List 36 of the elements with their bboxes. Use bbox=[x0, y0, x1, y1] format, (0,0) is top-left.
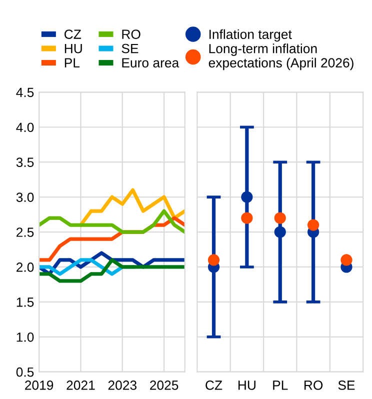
legend-label: Euro area bbox=[122, 58, 180, 68]
y-tick-label: 4.5 bbox=[16, 88, 34, 98]
point bbox=[241, 212, 253, 224]
legend-label: SE bbox=[122, 44, 138, 54]
y-tick-label: 0.5 bbox=[16, 367, 34, 377]
line-series bbox=[78, 188, 185, 227]
legend-label: HU bbox=[64, 44, 82, 54]
y-tick-label: 3.5 bbox=[16, 158, 34, 168]
x-tick-label: 2021 bbox=[66, 380, 95, 390]
point bbox=[274, 212, 286, 224]
x-tick-label: CZ bbox=[206, 380, 222, 390]
x-tick-label: SE bbox=[338, 380, 355, 390]
legend-label: Long-term inflation expectations (April 2026) bbox=[208, 44, 354, 70]
legend-label: PL bbox=[64, 58, 80, 68]
legend-label: CZ bbox=[64, 30, 82, 39]
x-tick-label: 2023 bbox=[108, 380, 136, 390]
line-series bbox=[39, 209, 185, 234]
x-tick-label: 2019 bbox=[25, 380, 54, 390]
x-tick-label: HU bbox=[238, 380, 256, 390]
x-tick-label: PL bbox=[273, 380, 288, 390]
line-series bbox=[39, 258, 185, 283]
point bbox=[340, 254, 352, 266]
y-tick-label: 1.0 bbox=[16, 332, 34, 342]
point bbox=[274, 226, 286, 238]
y-tick-label: 1.5 bbox=[16, 298, 34, 307]
y-tick-label: 2.5 bbox=[16, 228, 34, 237]
point bbox=[241, 191, 253, 203]
y-tick-label: 4.0 bbox=[16, 122, 34, 132]
x-tick-label: 2025 bbox=[150, 380, 178, 390]
legend-label: Inflation target bbox=[209, 29, 292, 42]
x-tick-label: RO bbox=[304, 380, 323, 390]
legend-label: RO bbox=[122, 30, 140, 39]
point bbox=[307, 219, 320, 231]
y-tick-label: 3.0 bbox=[16, 192, 34, 202]
y-tick-label: 2.0 bbox=[16, 262, 34, 272]
point bbox=[208, 254, 220, 266]
